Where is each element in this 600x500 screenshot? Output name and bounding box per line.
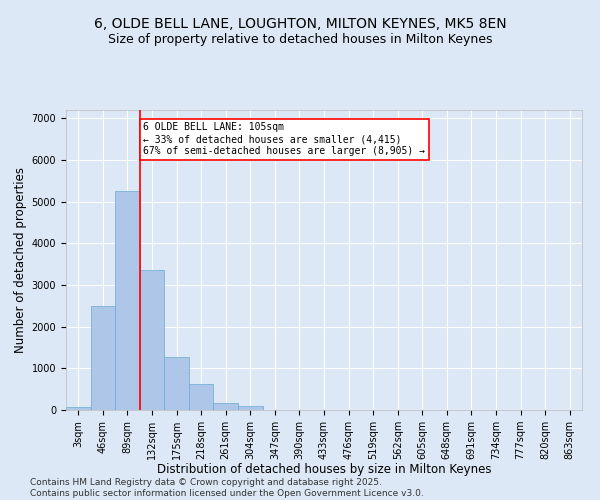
Y-axis label: Number of detached properties: Number of detached properties: [14, 167, 28, 353]
Bar: [189, 384, 214, 410]
Bar: [164, 356, 189, 410]
Text: 6 OLDE BELL LANE: 105sqm
← 33% of detached houses are smaller (4,415)
67% of sem: 6 OLDE BELL LANE: 105sqm ← 33% of detach…: [143, 122, 425, 156]
Bar: [238, 406, 263, 410]
Bar: [66, 406, 91, 410]
Text: 6, OLDE BELL LANE, LOUGHTON, MILTON KEYNES, MK5 8EN: 6, OLDE BELL LANE, LOUGHTON, MILTON KEYN…: [94, 18, 506, 32]
Bar: [91, 306, 115, 410]
Bar: [140, 270, 164, 410]
X-axis label: Distribution of detached houses by size in Milton Keynes: Distribution of detached houses by size …: [157, 464, 491, 476]
Bar: [115, 191, 140, 410]
Text: Contains HM Land Registry data © Crown copyright and database right 2025.
Contai: Contains HM Land Registry data © Crown c…: [30, 478, 424, 498]
Text: Size of property relative to detached houses in Milton Keynes: Size of property relative to detached ho…: [108, 32, 492, 46]
Bar: [214, 402, 238, 410]
